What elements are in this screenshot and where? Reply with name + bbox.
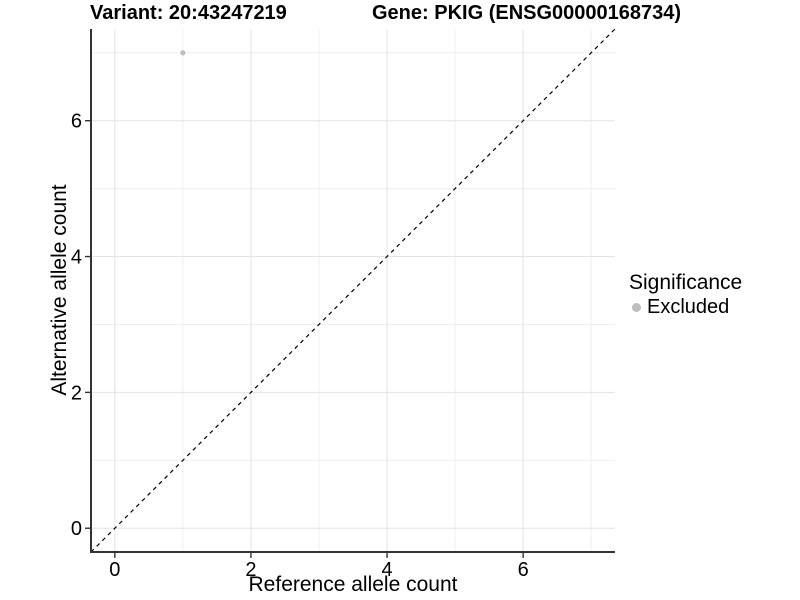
data-point bbox=[180, 50, 186, 56]
variant-title: Variant: 20:43247219 bbox=[90, 2, 287, 24]
y-axis-title: Alternative allele count bbox=[48, 184, 71, 396]
x-tick-label: 4 bbox=[381, 559, 392, 581]
legend-title: Significance bbox=[629, 271, 743, 294]
x-axis-title: Reference allele count bbox=[248, 573, 458, 596]
y-tick-label: 0 bbox=[71, 518, 82, 540]
y-tick-label: 2 bbox=[71, 382, 82, 404]
x-tick-label: 0 bbox=[109, 559, 120, 581]
excluded-point-icon bbox=[632, 303, 641, 312]
legend-item-label: Excluded bbox=[647, 296, 730, 318]
x-tick-label: 2 bbox=[245, 559, 256, 581]
y-tick-label: 4 bbox=[71, 247, 82, 269]
identity-dashed-line bbox=[90, 28, 616, 553]
gene-title: Gene: PKIG (ENSG00000168734) bbox=[372, 2, 682, 24]
x-tick-label: 6 bbox=[518, 559, 529, 581]
y-tick-label: 6 bbox=[71, 111, 82, 133]
legend: Significance Excluded bbox=[629, 271, 742, 319]
legend-item-excluded: Excluded bbox=[629, 296, 742, 319]
